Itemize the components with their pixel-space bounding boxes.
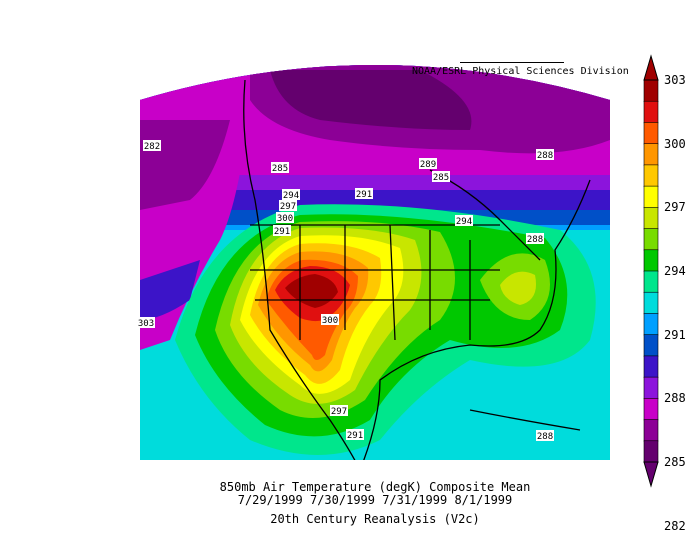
contour-label: 291 xyxy=(355,188,373,200)
colorbar-segment xyxy=(643,228,659,251)
svg-text:288: 288 xyxy=(537,151,553,161)
svg-text:294: 294 xyxy=(456,217,472,227)
colorbar-segment xyxy=(643,419,659,442)
svg-text:289: 289 xyxy=(420,160,436,170)
colorbar-segment xyxy=(643,291,659,315)
contour-label: 291 xyxy=(346,429,364,441)
contour-label: 294 xyxy=(455,215,473,227)
contour-label: 288 xyxy=(536,430,554,442)
svg-text:297: 297 xyxy=(280,202,296,212)
colorbar-segment xyxy=(643,398,659,421)
contour-label: 294 xyxy=(282,189,300,201)
colorbar-tick-label: 288 xyxy=(664,391,686,406)
credit-rule xyxy=(460,62,564,63)
caption-dates: 7/29/1999 7/30/1999 7/31/1999 8/1/1999 xyxy=(237,493,513,507)
colorbar-tick-label: 285 xyxy=(664,455,686,469)
colorbar-segment xyxy=(643,100,659,124)
contour-label: 297 xyxy=(330,405,348,417)
colorbar-segment xyxy=(643,440,659,463)
contour-label: 300 xyxy=(321,314,339,326)
svg-text:294: 294 xyxy=(283,191,299,201)
svg-text:300: 300 xyxy=(277,214,293,224)
colorbar-segment xyxy=(643,185,659,209)
contour-label: 289 xyxy=(419,158,437,170)
contour-label: 291 xyxy=(273,225,291,237)
contour-label: 288 xyxy=(536,149,554,161)
caption-title: 850mb Air Temperature (degK) Composite M… xyxy=(219,480,531,494)
colorbar-segment xyxy=(643,270,659,294)
colorbar-tick-label: 291 xyxy=(664,327,686,342)
contour-label: 282 xyxy=(143,140,161,152)
contour-label: 300 xyxy=(276,212,294,224)
colorbar-segment xyxy=(643,164,659,187)
contour-label: 303 xyxy=(137,317,155,329)
colorbar-tick-label: 300 xyxy=(664,136,686,151)
contour-label: 288 xyxy=(526,233,544,245)
svg-text:291: 291 xyxy=(274,227,290,237)
colorbar-segment xyxy=(643,143,659,166)
boundaries xyxy=(243,79,591,460)
colorbar-segment xyxy=(643,207,659,230)
contour-label: 285 xyxy=(432,171,450,183)
colorbar xyxy=(643,54,659,488)
svg-text:285: 285 xyxy=(433,173,449,183)
colorbar-tick-label: 303 xyxy=(664,73,686,87)
colorbar-tick-label: 294 xyxy=(664,264,686,278)
contour-label: 285 xyxy=(271,162,289,174)
svg-text:282: 282 xyxy=(144,142,160,152)
filled-contours xyxy=(140,65,610,460)
colorbar-segment xyxy=(643,376,659,400)
colorbar-segment xyxy=(643,122,659,145)
svg-text:285: 285 xyxy=(272,164,288,174)
contour-label: 297 xyxy=(279,200,297,212)
caption-source: 20th Century Reanalysis (V2c) xyxy=(270,512,480,526)
colorbar-tick-label: 297 xyxy=(664,200,686,215)
svg-text:297: 297 xyxy=(331,407,347,417)
colorbar-segment xyxy=(643,334,659,357)
colorbar-max-arrow xyxy=(643,54,659,81)
svg-text:300: 300 xyxy=(322,316,338,326)
svg-text:291: 291 xyxy=(356,190,372,200)
colorbar-segment xyxy=(643,249,659,272)
svg-text:303: 303 xyxy=(138,319,154,329)
colorbar-tick-label: 282 xyxy=(664,518,686,533)
credit-text: NOAA/ESRL Physical Sciences Division xyxy=(412,66,629,77)
colorbar-min-arrow xyxy=(643,461,659,488)
svg-text:291: 291 xyxy=(347,431,363,441)
colorbar-segment xyxy=(643,313,659,336)
colorbar-segment xyxy=(643,79,659,103)
svg-text:288: 288 xyxy=(527,235,543,245)
colorbar-segment xyxy=(643,355,659,378)
svg-text:288: 288 xyxy=(537,432,553,442)
